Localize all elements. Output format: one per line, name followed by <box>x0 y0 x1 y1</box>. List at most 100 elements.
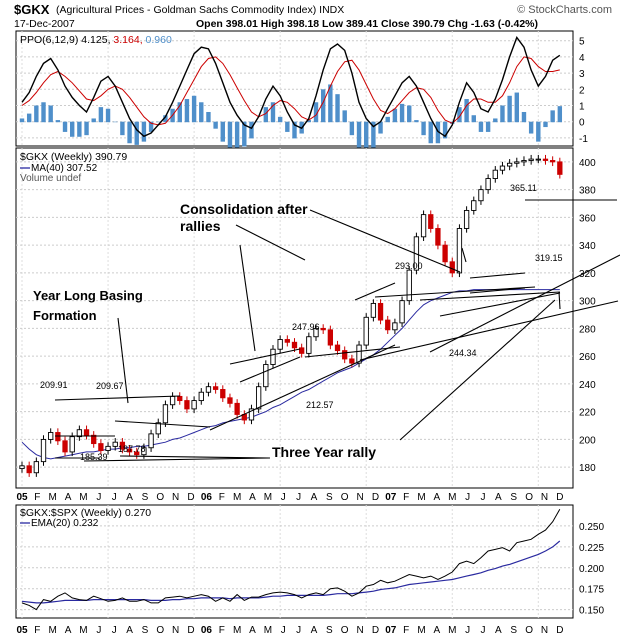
price-candle-body <box>184 400 190 410</box>
ratio-x-tick-label: O <box>156 625 164 636</box>
ppo-histogram-bar <box>378 121 383 134</box>
price-x-tick-label: J <box>112 492 117 503</box>
ratio-x-tick-label: A <box>311 625 318 636</box>
price-candle-body <box>299 347 305 354</box>
ppo-histogram-bar <box>77 121 82 137</box>
ppo-histogram-bar <box>98 107 104 123</box>
trendline <box>235 224 306 261</box>
ppo-histogram-bar <box>464 99 469 123</box>
ratio-x-tick-label: J <box>465 625 470 636</box>
price-tick-label: 360 <box>579 213 596 224</box>
price-x-tick-label: J <box>465 492 470 503</box>
price-candle-body <box>463 209 470 229</box>
ppo-histogram-bar <box>84 121 89 136</box>
price-candle-body <box>205 386 212 393</box>
price-candle-body <box>291 341 298 349</box>
price-data-label: 209.67 <box>96 381 124 391</box>
price-candle-body <box>528 158 534 161</box>
header-name: (Agricultural Prices - Goldman Sachs Com… <box>56 4 344 16</box>
price-x-tick-label: O <box>341 492 349 503</box>
price-candle-body <box>385 319 391 331</box>
ppo-histogram-bar <box>528 121 534 134</box>
ppo-histogram-bar <box>206 111 211 123</box>
ppo-histogram-bar <box>320 89 326 123</box>
price-x-tick-label: J <box>480 492 485 503</box>
ratio-x-tick-label: A <box>65 625 72 636</box>
price-x-tick-label: A <box>434 492 441 503</box>
price-candle-body <box>356 344 362 364</box>
ratio-x-tick-label: M <box>448 625 456 636</box>
header-watermark: © StockCharts.com <box>517 4 612 16</box>
price-candle-body <box>557 161 563 175</box>
price-x-tick-label: J <box>281 492 286 503</box>
price-x-tick-label: D <box>187 492 194 503</box>
ratio-x-tick-label: J <box>112 625 117 636</box>
price-candle-body <box>370 302 377 318</box>
ppo-histogram-bar <box>249 121 254 139</box>
trendline <box>304 346 401 358</box>
price-candle-body <box>392 322 398 331</box>
ratio-x-tick-label: N <box>172 625 179 636</box>
ppo-histogram-bar <box>543 121 548 128</box>
price-candle-body <box>492 169 498 179</box>
ppo-histogram-bar <box>349 121 355 136</box>
price-tick-label: 200 <box>579 435 596 446</box>
price-x-tick-label: M <box>233 492 241 503</box>
price-tick-label: 220 <box>579 408 596 419</box>
ratio-x-tick-label: F <box>34 625 40 636</box>
ratio-x-tick-label: J <box>296 625 301 636</box>
trendline <box>354 282 396 301</box>
ppo-histogram-bar <box>507 95 512 123</box>
ppo-histogram-bar <box>421 121 426 136</box>
ppo-histogram-bar <box>536 121 541 142</box>
ppo-histogram-bar <box>69 121 75 137</box>
price-candle-body <box>62 440 68 453</box>
trendline <box>359 300 619 361</box>
trendline <box>229 348 301 365</box>
ppo-tick-label: -1 <box>579 134 588 145</box>
ppo-histogram-bar <box>55 120 61 123</box>
price-data-label: 212.57 <box>306 400 334 410</box>
ppo-legend-item: PPO(6,12,9) <box>20 34 78 46</box>
ratio-x-tick-label: N <box>541 625 548 636</box>
ppo-histogram-bar <box>91 118 96 123</box>
ppo-histogram-bar <box>356 121 362 155</box>
ratio-tick-label: 0.250 <box>579 522 604 533</box>
ratio-x-tick-label: S <box>510 625 517 636</box>
price-legend-symbol: $GKX (Weekly) 390.79 <box>20 151 127 163</box>
ppo-legend-item: 4.125, <box>78 34 110 46</box>
price-candle-body <box>349 358 355 364</box>
ratio-x-tick-label: F <box>403 625 409 636</box>
ppo-histogram-bar <box>270 102 276 123</box>
trendline <box>439 292 561 317</box>
ppo-histogram-bar <box>199 102 204 123</box>
price-candle-body <box>478 189 484 202</box>
price-candle-body <box>48 432 54 440</box>
ratio-x-tick-label: J <box>281 625 286 636</box>
price-x-tick-label: D <box>556 492 563 503</box>
price-candle-body <box>141 447 147 456</box>
ppo-legend: PPO(6,12,9) 4.125, 3.164, 0.960 <box>20 34 172 46</box>
price-candle-body <box>255 386 262 410</box>
price-candle-body <box>313 327 319 338</box>
price-x-tick-label: S <box>510 492 517 503</box>
ratio-x-tick-label: S <box>326 625 333 636</box>
price-data-label: 293.00 <box>395 261 423 271</box>
ppo-histogram-bar <box>148 121 154 132</box>
price-candle-body <box>377 302 384 321</box>
header-symbol: $GKX <box>14 2 50 17</box>
ppo-histogram-bar <box>399 103 405 123</box>
ppo-histogram-bar <box>127 121 132 144</box>
ratio-panel <box>15 504 574 619</box>
price-candle-body <box>320 327 326 331</box>
ratio-tick-label: 0.175 <box>579 585 604 596</box>
price-candle-body <box>198 391 204 402</box>
price-x-tick-label: M <box>417 492 425 503</box>
price-candle-body <box>155 422 161 435</box>
trendline <box>419 291 561 301</box>
price-candle-body <box>119 441 126 450</box>
ppo-histogram-bar <box>313 102 319 123</box>
trendline <box>114 420 211 428</box>
price-x-tick-label: J <box>96 492 101 503</box>
ppo-histogram-bar <box>177 102 182 123</box>
